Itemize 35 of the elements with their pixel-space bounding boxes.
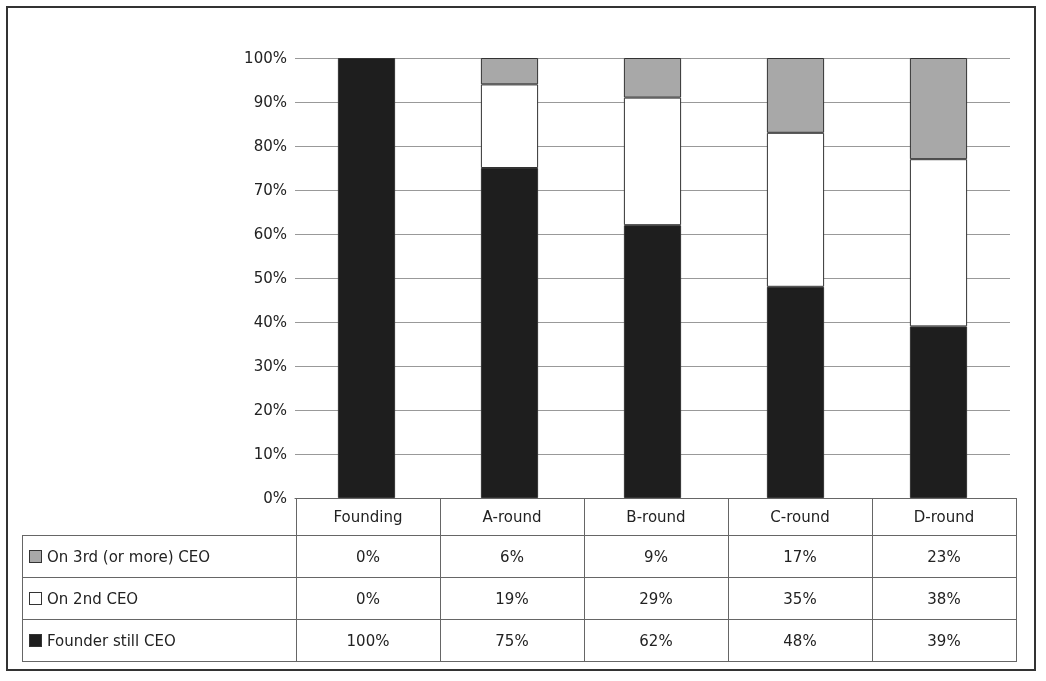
y-tick-label: 100% [244,49,287,67]
data-label: 48% [728,619,872,662]
y-tick-label: 40% [253,313,287,331]
x-tick-label: D-round [872,498,1016,536]
data-label: 0% [296,535,440,578]
y-tick-label: 80% [253,137,287,155]
data-label: 35% [728,577,872,620]
y-tick-label: 70% [253,181,287,199]
x-tick-label: B-round [584,498,728,536]
bar [337,58,396,498]
data-label: 0% [296,577,440,620]
data-label: 6% [440,535,584,578]
y-tick-label: 90% [253,93,287,111]
data-label: 75% [440,619,584,662]
data-label: 17% [728,535,872,578]
data-label: 100% [296,619,440,662]
data-label: 62% [584,619,728,662]
data-label: 29% [584,577,728,620]
data-label: 38% [872,577,1016,620]
legend-label: Founder still CEO [22,619,296,662]
y-tick-label: 50% [253,269,287,287]
y-tick-label: 20% [253,401,287,419]
y-tick-label: 0% [263,489,287,507]
x-tick-label: C-round [728,498,872,536]
y-tick-label: 30% [253,357,287,375]
y-tick-label: 60% [253,225,287,243]
x-tick-label: A-round [440,498,584,536]
data-label: 9% [584,535,728,578]
data-label: 23% [872,535,1016,578]
x-tick-label: Founding [296,498,440,536]
legend-label: On 3rd (or more) CEO [22,535,296,578]
y-tick-label: 10% [253,445,287,463]
data-label: 19% [440,577,584,620]
legend-label: On 2nd CEO [22,577,296,620]
data-label: 39% [872,619,1016,662]
